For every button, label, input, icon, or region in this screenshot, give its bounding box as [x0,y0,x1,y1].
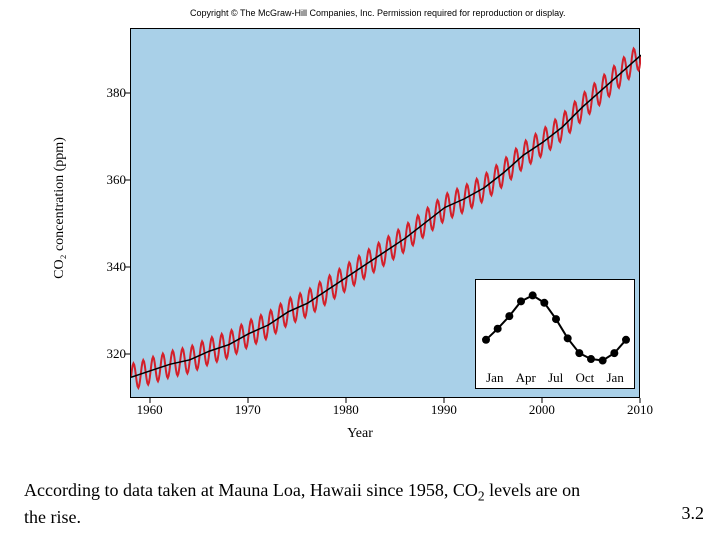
x-tick-mark [541,398,542,403]
inset-x-tick-label: Oct [576,370,595,386]
y-tick-mark [125,354,130,355]
x-tick-mark [640,398,641,403]
inset-marker [610,349,618,357]
inset-chart: Jan Apr Jul Oct Jan [475,279,635,389]
x-tick-mark [443,398,444,403]
y-tick-label: 380 [98,85,126,101]
inset-marker [494,325,502,333]
inset-marker [564,334,572,342]
y-tick-label: 340 [98,259,126,275]
x-tick-label: 2010 [627,402,653,418]
caption-pre: According to data taken at Mauna Loa, Ha… [24,480,478,500]
inset-marker [575,349,583,357]
caption-text: According to data taken at Mauna Loa, Ha… [24,479,584,528]
y-tick-label: 320 [98,346,126,362]
plot-area: Jan Apr Jul Oct Jan [130,28,640,398]
x-tick-label: 1960 [137,402,163,418]
inset-x-tick-label: Apr [516,370,536,386]
inset-series [486,295,626,360]
inset-marker [505,312,513,320]
page-number: 3.2 [682,503,705,524]
y-tick-mark [125,93,130,94]
inset-svg [476,280,636,370]
x-tick-mark [149,398,150,403]
inset-marker [552,315,560,323]
x-tick-label: 1970 [235,402,261,418]
inset-marker [517,297,525,305]
y-tick-mark [125,267,130,268]
inset-x-tick-label: Jan [607,370,624,386]
inset-marker [622,336,630,344]
copyright-text: Copyright © The McGraw-Hill Companies, I… [190,8,565,18]
inset-x-tick-label: Jul [548,370,563,386]
y-axis-label: CO₂ concentration (ppm) [52,137,68,279]
x-tick-label: 1980 [333,402,359,418]
inset-marker [599,357,607,365]
inset-marker [482,336,490,344]
x-tick-label: 1990 [431,402,457,418]
caption-sub: 2 [478,489,485,504]
inset-marker [540,299,548,307]
inset-marker [587,355,595,363]
y-tick-mark [125,180,130,181]
x-axis-label: Year [60,426,660,442]
x-tick-mark [345,398,346,403]
inset-x-tick-label: Jan [486,370,503,386]
inset-x-labels: Jan Apr Jul Oct Jan [476,370,634,386]
y-tick-label: 360 [98,172,126,188]
x-tick-mark [247,398,248,403]
slide-page: Copyright © The McGraw-Hill Companies, I… [0,0,720,540]
inset-marker [529,291,537,299]
main-chart: Copyright © The McGraw-Hill Companies, I… [60,8,660,448]
x-tick-label: 2000 [529,402,555,418]
